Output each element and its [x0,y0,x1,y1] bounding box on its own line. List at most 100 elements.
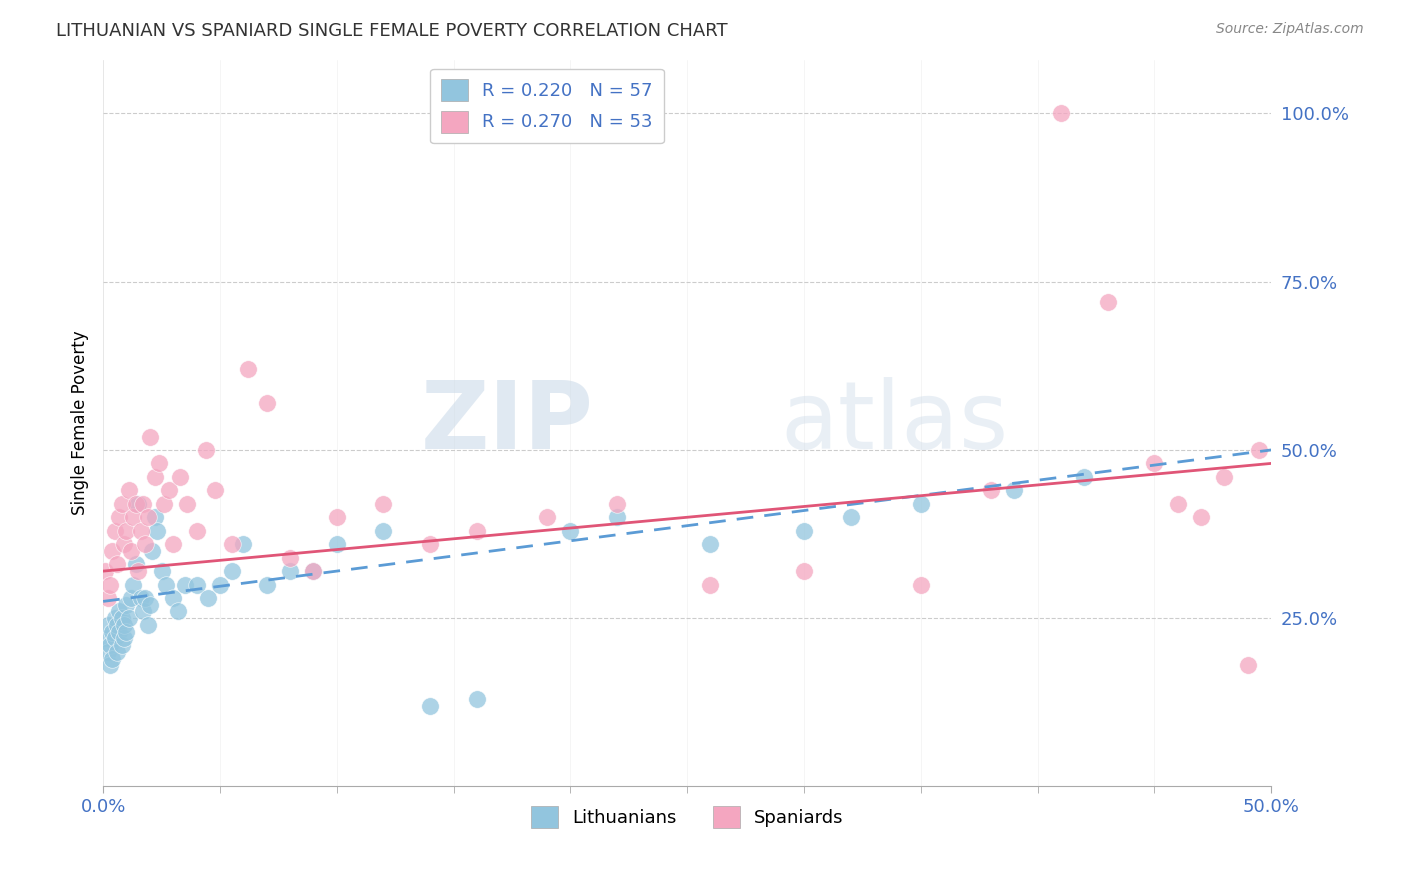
Point [111,638,134,652]
Point [910,497,932,511]
Point [122,577,145,591]
Point [302,564,325,578]
Point [101,624,124,639]
Point [127,564,149,578]
Point [221,537,243,551]
Point [169,470,191,484]
Point [112,632,135,646]
Point [136,510,159,524]
Point [980,483,1002,498]
Point [115,624,138,639]
Point [186,577,208,591]
Point [105,558,128,572]
Point [208,577,231,591]
Point [97,618,120,632]
Text: ZIP: ZIP [420,377,593,469]
Point [129,524,152,538]
Point [162,591,184,605]
Point [155,577,177,591]
Point [256,577,278,591]
Point [127,497,149,511]
Point [98,638,121,652]
Point [419,698,441,713]
Point [143,510,166,524]
Point [373,524,395,538]
Text: LITHUANIAN VS SPANIARD SINGLE FEMALE POVERTY CORRELATION CHART: LITHUANIAN VS SPANIARD SINGLE FEMALE POV… [56,22,728,40]
Point [129,591,152,605]
Point [112,618,135,632]
Point [197,591,219,605]
Point [1073,470,1095,484]
Point [173,577,195,591]
Point [115,524,138,538]
Point [606,510,628,524]
Point [221,564,243,578]
Y-axis label: Single Female Poverty: Single Female Poverty [72,331,89,516]
Point [373,497,395,511]
Point [125,497,148,511]
Point [132,497,155,511]
Point [232,537,254,551]
Point [256,396,278,410]
Point [157,483,180,498]
Point [120,591,142,605]
Text: Source: ZipAtlas.com: Source: ZipAtlas.com [1216,22,1364,37]
Point [560,524,582,538]
Point [139,598,162,612]
Point [536,510,558,524]
Point [104,632,127,646]
Point [793,564,815,578]
Point [146,524,169,538]
Point [465,524,488,538]
Point [1143,457,1166,471]
Point [1213,470,1236,484]
Point [98,658,121,673]
Point [111,497,134,511]
Point [606,497,628,511]
Point [104,524,127,538]
Point [134,537,156,551]
Legend: Lithuanians, Spaniards: Lithuanians, Spaniards [523,799,851,836]
Point [186,524,208,538]
Point [699,577,721,591]
Point [101,651,124,665]
Point [134,591,156,605]
Point [278,550,301,565]
Point [141,544,163,558]
Point [419,537,441,551]
Point [112,537,135,551]
Point [699,537,721,551]
Point [278,564,301,578]
Point [910,577,932,591]
Point [105,618,128,632]
Point [1097,294,1119,309]
Point [111,611,134,625]
Point [125,558,148,572]
Point [167,605,190,619]
Point [101,544,124,558]
Point [94,564,117,578]
Point [793,524,815,538]
Point [1236,658,1258,673]
Point [302,564,325,578]
Point [1189,510,1212,524]
Point [1167,497,1189,511]
Point [105,645,128,659]
Point [176,497,198,511]
Point [148,457,170,471]
Point [153,497,176,511]
Point [325,537,347,551]
Point [1249,442,1271,457]
Point [98,577,121,591]
Point [839,510,862,524]
Point [150,564,173,578]
Point [139,429,162,443]
Point [236,362,259,376]
Point [122,510,145,524]
Point [94,632,117,646]
Point [136,618,159,632]
Point [120,544,142,558]
Point [104,611,127,625]
Point [115,598,138,612]
Point [194,442,217,457]
